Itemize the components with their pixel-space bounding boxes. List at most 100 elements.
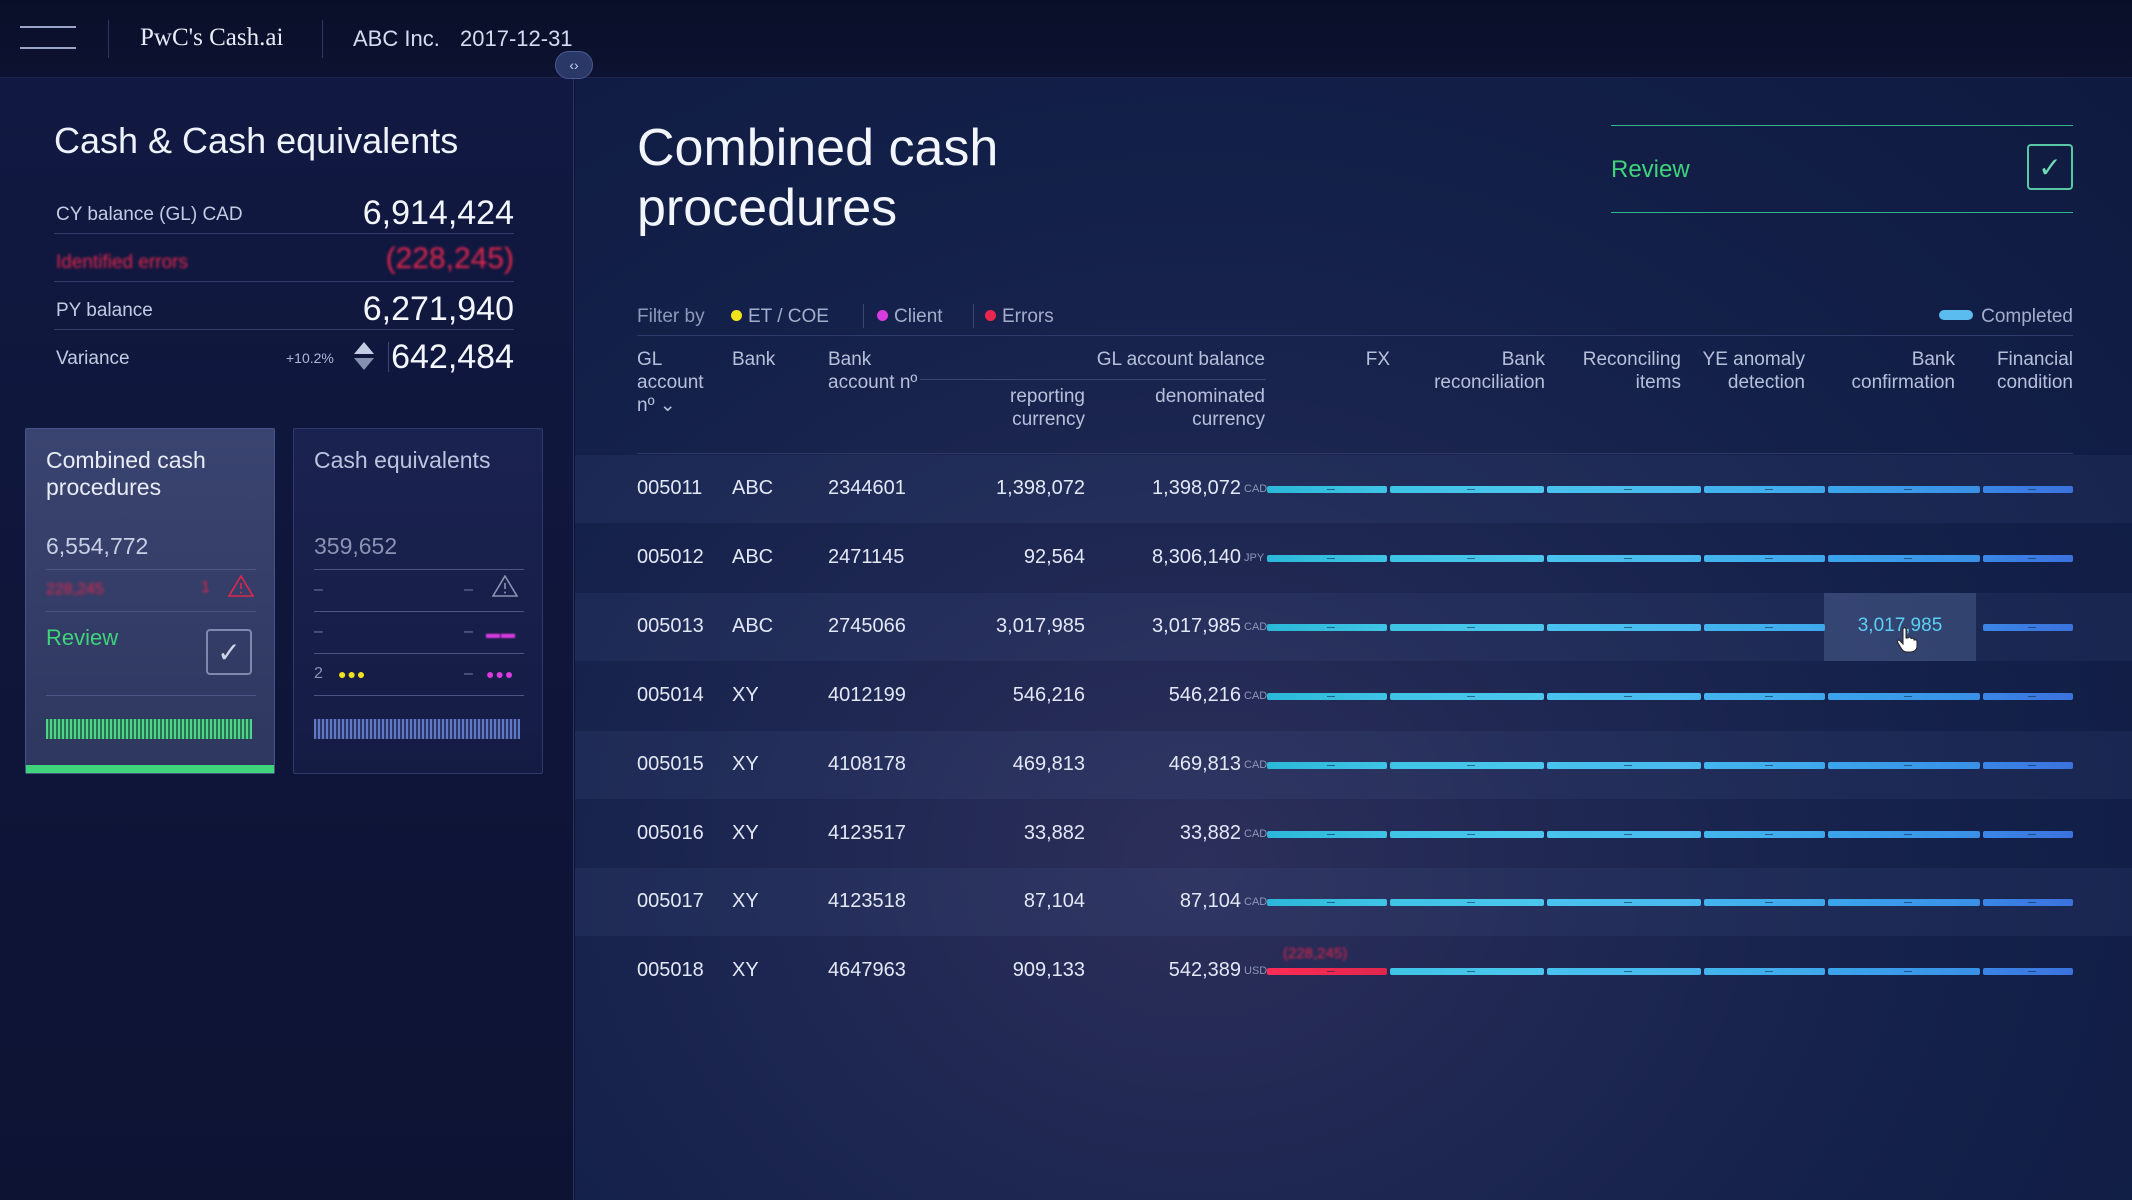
procedure-status-bar[interactable] — [1704, 486, 1825, 493]
cell-denominated-currency: 546,216 — [1168, 683, 1241, 706]
cell-currency-code: CAD — [1244, 620, 1268, 633]
combined-cash-procedures-card[interactable]: Combined cash procedures 6,554,772 228,2… — [25, 428, 275, 774]
chevron-left-right-icon: ‹› — [569, 57, 579, 73]
procedure-status-bar[interactable] — [1390, 486, 1544, 493]
procedure-status-bar[interactable] — [1828, 692, 1980, 700]
review-checkbox[interactable]: ✓ — [206, 629, 252, 675]
procedure-status-bar[interactable] — [1704, 899, 1825, 907]
review-checkbox[interactable]: ✓ — [2027, 144, 2073, 190]
procedure-status-bar[interactable] — [1547, 761, 1701, 769]
collapse-panel-button[interactable]: ‹› — [555, 51, 593, 79]
column-financial-condition[interactable]: Financial condition — [1996, 349, 2073, 393]
cash-equivalents-card[interactable]: Cash equivalents 359,652 – – – – ▬▬ 2 ●●… — [293, 428, 543, 774]
procedure-status-bar[interactable] — [1547, 899, 1701, 907]
procedure-status-bar[interactable] — [1390, 761, 1544, 769]
table-row[interactable]: 005015 XY 4108178 469,813 469,813 CAD — [575, 730, 2132, 799]
card-error-count: 1 — [201, 579, 210, 596]
cell-bank-account: 2344601 — [828, 477, 906, 499]
column-ye-anomaly[interactable]: YE anomaly detection — [1702, 349, 1805, 393]
procedure-status-bar[interactable] — [1547, 692, 1701, 700]
cell-bank: ABC — [732, 477, 774, 499]
column-bank-reconciliation[interactable]: Bank reconciliation — [1434, 349, 1545, 393]
cell-reporting-currency: 546,216 — [1012, 683, 1085, 706]
procedure-status-bar[interactable] — [1704, 623, 1825, 631]
column-bank-account[interactable]: Bank account nº — [828, 349, 918, 393]
cell-gl-account: 005013 — [637, 614, 704, 637]
table-row[interactable]: 005014 XY 4012199 546,216 546,216 CAD — [575, 662, 2132, 730]
variance-label: Variance — [56, 348, 130, 369]
procedure-status-bar[interactable] — [1828, 899, 1980, 907]
procedure-status-bar[interactable] — [1267, 761, 1387, 769]
table-row[interactable]: 005013 ABC 2745066 3,017,985 3,017,985 CAD 3,0… — [575, 592, 2132, 661]
procedure-status-bar[interactable] — [1828, 968, 1980, 976]
table-row[interactable]: 005012 ABC 2471145 92,564 8,306,140 JPY — [575, 524, 2132, 592]
procedure-status-bar[interactable] — [1983, 486, 2073, 493]
card-review-label: Review — [46, 625, 119, 650]
procedure-status-bar[interactable] — [1828, 761, 1980, 769]
procedure-status-bar[interactable] — [1390, 968, 1544, 976]
column-fx[interactable]: FX — [1365, 349, 1390, 370]
procedure-status-bar[interactable] — [1390, 623, 1544, 631]
procedure-status-bar[interactable] — [1267, 830, 1387, 838]
client-name: ABC Inc. — [353, 26, 440, 51]
procedure-status-bar[interactable] — [1547, 623, 1701, 631]
table-row[interactable]: 005017 XY 4123518 87,104 87,104 CAD — [575, 868, 2132, 937]
procedure-status-bar[interactable] — [1983, 968, 2073, 976]
filter-client[interactable]: Client — [877, 306, 943, 328]
procedure-status-bar[interactable] — [1390, 554, 1544, 562]
procedure-status-bar[interactable] — [1828, 554, 1980, 562]
column-reconciling-items[interactable]: Reconciling items — [1582, 349, 1681, 393]
column-bank[interactable]: Bank — [732, 349, 776, 370]
procedure-status-bar[interactable] — [1828, 486, 1980, 493]
procedure-status-bar[interactable] — [1704, 968, 1825, 976]
main-content: Combined cash procedures Review ✓ Filter… — [575, 78, 2132, 1200]
cell-denominated-currency: 542,389 — [1168, 959, 1241, 982]
cell-bank-account: 4123518 — [828, 890, 906, 913]
procedure-status-bar[interactable] — [1547, 830, 1701, 838]
table-row[interactable]: 005016 XY 4123517 33,882 33,882 CAD — [575, 800, 2132, 868]
column-denominated-currency[interactable]: denominated currency — [1155, 386, 1265, 430]
procedure-status-bar[interactable] — [1704, 830, 1825, 838]
variance-value: 642,484 — [391, 338, 514, 376]
procedure-status-bar[interactable] — [1267, 554, 1387, 562]
filter-errors[interactable]: Errors — [985, 306, 1054, 328]
procedure-status-bar[interactable] — [1547, 968, 1701, 976]
identified-errors-row[interactable]: Identified errors (228,245) — [54, 238, 514, 282]
procedure-status-bar[interactable] — [1828, 830, 1980, 838]
procedure-status-bar[interactable] — [1983, 692, 2073, 700]
procedure-status-bar[interactable] — [1267, 692, 1387, 700]
procedure-status-bar[interactable] — [1390, 692, 1544, 700]
procedure-status-bar[interactable] — [1704, 761, 1825, 769]
column-gl-account[interactable]: GL account nº ⌄ — [637, 348, 717, 417]
completed-pill-icon — [1939, 310, 1974, 320]
procedure-status-bar[interactable] — [1983, 830, 2073, 838]
hand-cursor-icon — [1896, 627, 1918, 653]
procedure-status-bar[interactable] — [1547, 554, 1701, 562]
procedure-status-bar[interactable] — [1983, 761, 2073, 769]
procedure-status-bar[interactable] — [1704, 692, 1825, 700]
procedure-status-bar[interactable] — [1983, 623, 2073, 631]
filter-label: Filter by — [637, 306, 705, 327]
bank-confirmation-hover-cell[interactable]: 3,017,985 — [1824, 592, 1976, 661]
card-title: Combined cash procedures — [46, 447, 206, 500]
procedure-status-bar[interactable] — [1983, 899, 2073, 907]
column-bank-confirmation[interactable]: Bank confirmation — [1851, 349, 1956, 393]
filter-et-coe-label: ET / COE — [748, 306, 829, 327]
procedure-status-bar[interactable] — [1390, 830, 1544, 838]
column-reporting-currency[interactable]: reporting currency — [1010, 386, 1085, 430]
cell-bank-account: 4108178 — [828, 752, 906, 775]
table-row[interactable]: 005011 ABC 2344601 1,398,072 1,398,072 CAD — [575, 455, 2132, 523]
completed-legend: Completed — [1939, 306, 2073, 328]
procedure-status-bar[interactable] — [1267, 899, 1387, 907]
menu-icon[interactable] — [20, 26, 76, 52]
procedure-status-bar[interactable] — [1704, 554, 1825, 562]
filter-et-coe[interactable]: ET / COE — [731, 306, 829, 328]
procedure-status-bar[interactable] — [1983, 554, 2073, 562]
procedure-status-bar[interactable] — [1267, 968, 1387, 976]
table-row[interactable]: 005018 XY 4647963 909,133 542,389 USD (228,245… — [575, 937, 2132, 1005]
procedure-status-bar[interactable] — [1547, 486, 1701, 493]
procedure-status-bar[interactable] — [1267, 486, 1387, 493]
procedure-status-bar[interactable] — [1390, 899, 1544, 907]
procedure-status-bar[interactable] — [1267, 623, 1387, 631]
py-balance-label: PY balance — [56, 300, 153, 321]
